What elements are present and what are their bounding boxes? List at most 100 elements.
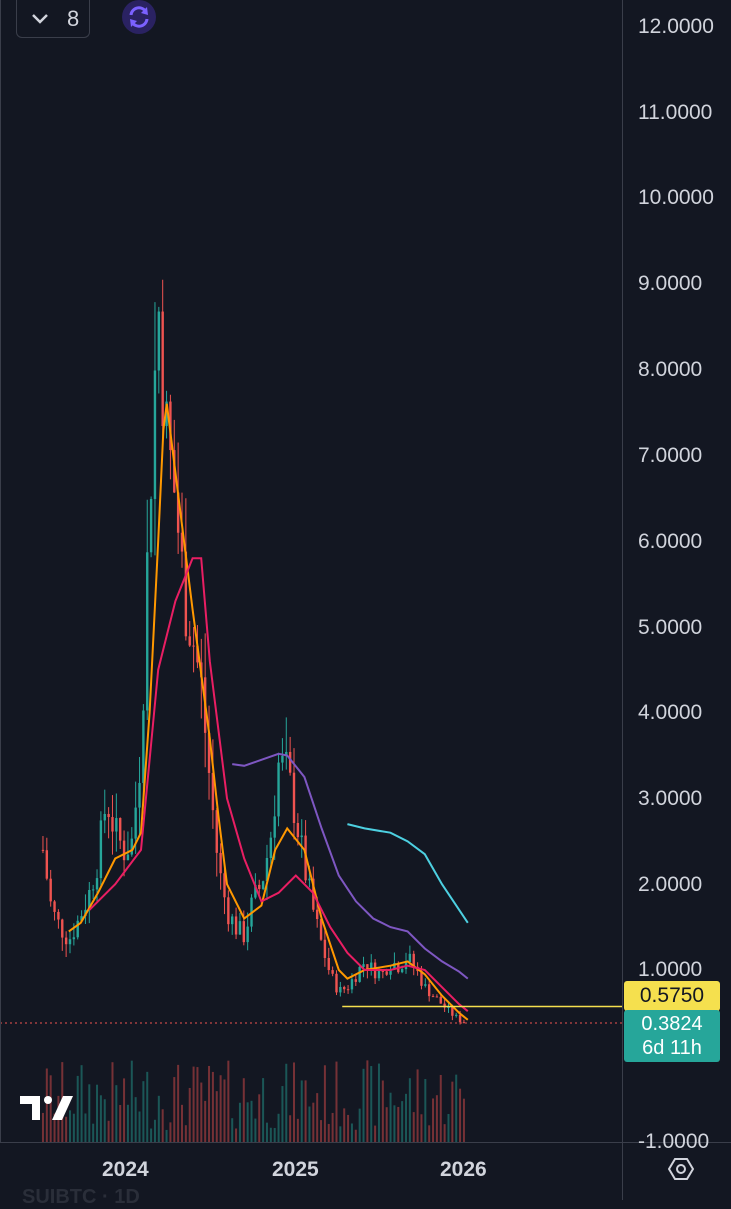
volume-bar [343,1108,346,1142]
volume-bar [88,1084,91,1142]
time-axis-border [0,1142,731,1143]
candle-body [381,970,385,972]
candle-body [308,878,311,881]
candle-body [435,996,439,998]
candle-body [354,979,357,982]
volume-bar [381,1080,384,1142]
volume-bar [76,1075,79,1142]
candle-body [188,636,191,646]
volume-bar [347,1114,350,1142]
chart-settings-button[interactable] [666,1154,696,1184]
volume-bar [215,1091,218,1142]
candle-body [300,835,303,838]
candle-body [134,807,137,839]
moving-average-line [347,823,469,924]
volume-bar [80,1065,83,1142]
volume-bar [316,1093,319,1142]
candle-body [412,953,415,967]
volume-bar [273,1127,276,1142]
candle-body [431,996,435,998]
level-price-tag[interactable]: 0.5750 [624,981,720,1011]
candle-body [285,751,288,756]
price-label: 11.0000 [638,101,713,124]
volume-bar [455,1074,458,1142]
volume-bar [242,1078,245,1142]
candle-body [400,969,404,973]
candle-body [273,816,276,838]
volume-bar [401,1101,404,1142]
candle-body [451,1007,454,1016]
candle-body [103,813,106,821]
price-label: 5.0000 [638,616,703,639]
volume-bar [323,1065,326,1142]
volume-bar [416,1069,419,1142]
volume-bar [180,1104,183,1142]
volume-bar [258,1094,261,1142]
candle-body [91,889,95,891]
volume-bar [107,1120,110,1142]
volume-bar [385,1107,388,1142]
indicator-count: 8 [67,5,80,31]
volume-bar [304,1080,307,1142]
candle-body [68,939,72,945]
last-price-value: 0.3824 [641,1013,703,1035]
volume-bar [41,1112,44,1142]
time-label: 2024 [102,1158,149,1181]
volume-bar [432,1098,435,1142]
volume-bar [188,1087,191,1142]
candle-body [420,971,423,986]
volume-bar [119,1104,122,1142]
sync-button[interactable] [122,0,156,34]
price-label: 12.0000 [638,15,714,38]
volume-bar [393,1105,396,1142]
candle-body [265,858,269,882]
volume-bar [177,1064,180,1142]
moving-average-line [88,557,469,1012]
candle-body [377,970,381,979]
volume-bar [265,1122,268,1142]
candle-body [366,964,369,970]
volume-bar [389,1092,392,1142]
candle-body [327,957,330,971]
price-label: 9.0000 [638,272,703,295]
last-price-tag[interactable]: 0.3824 6d 11h [624,1010,720,1062]
candle-body [292,772,296,824]
tradingview-logo[interactable] [18,1092,76,1122]
price-label: 2.0000 [638,873,703,896]
price-label: -1.0000 [638,1130,710,1153]
volume-bar [412,1112,415,1142]
candle-body [443,1003,446,1008]
volume-bar [211,1071,214,1142]
volume-bar [53,1113,56,1142]
candle-body [458,1014,462,1023]
candle-body [142,710,145,783]
volume-bar [447,1113,450,1142]
candle-body [215,810,218,853]
candle-body [95,878,99,890]
volume-bar [358,1108,361,1142]
volume-bar [68,1110,71,1142]
volume-bar [374,1125,377,1142]
volume-bar [428,1125,431,1142]
volume-bar [293,1062,296,1142]
price-label: 3.0000 [638,787,703,810]
collapse-indicators-button[interactable]: 8 [16,0,90,38]
volume-bar [262,1078,265,1142]
volume-bar [289,1115,292,1142]
volume-bar [354,1129,357,1142]
volume-bar [362,1068,365,1142]
volume-bar [146,1071,149,1142]
time-label: 2025 [272,1158,319,1181]
candle-countdown: 6d 11h [642,1037,702,1059]
volume-bar [462,1098,465,1142]
candle-body [455,1014,458,1016]
symbol-watermark: SUIBTC · 1D [22,1186,140,1208]
candle-body [238,921,242,935]
candle-body [49,878,52,902]
volume-bar [377,1063,380,1142]
volume-bar [296,1118,299,1142]
candle-body [80,916,83,921]
volume-bar [238,1102,241,1142]
